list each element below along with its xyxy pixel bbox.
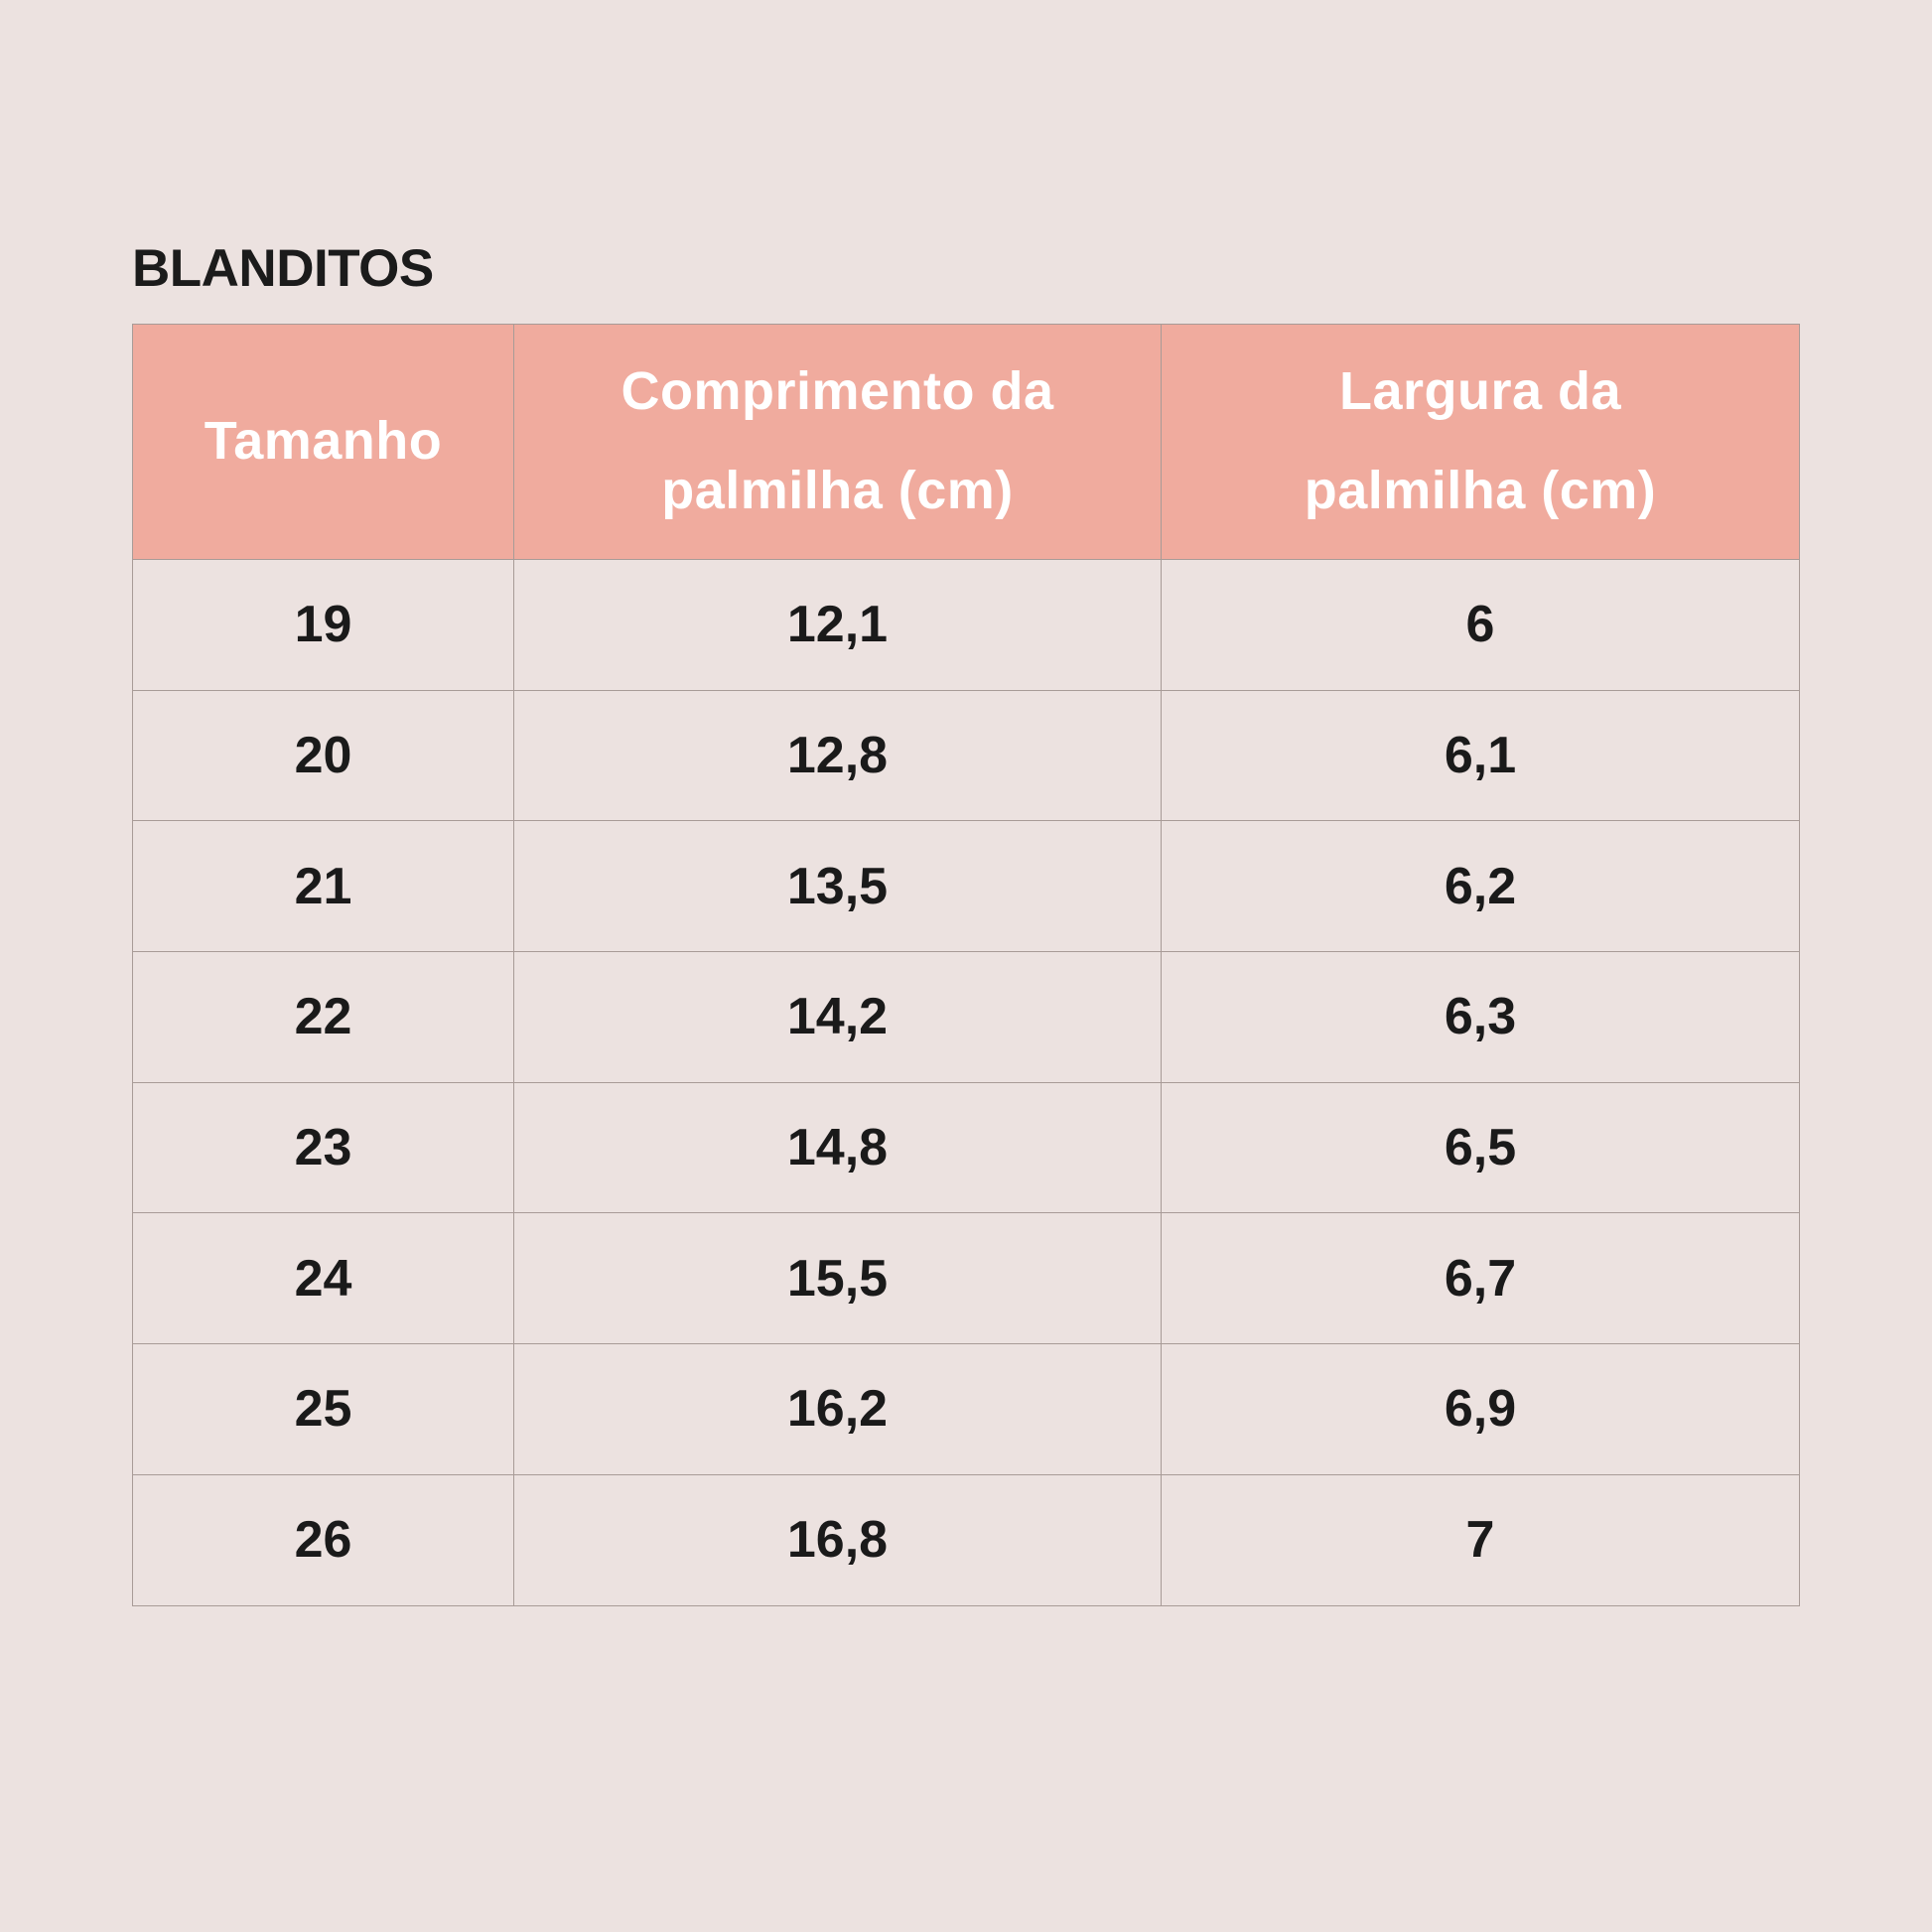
length-cell: 16,8	[513, 1473, 1162, 1606]
width-cell: 6,3	[1161, 951, 1800, 1083]
length-cell: 15,5	[513, 1212, 1162, 1345]
table-row: 19 12,1 6	[132, 559, 1800, 691]
size-cell: 24	[132, 1212, 514, 1345]
column-header-comprimento: Comprimento da palmilha (cm)	[513, 324, 1162, 560]
size-cell: 21	[132, 820, 514, 953]
width-cell: 6,7	[1161, 1212, 1800, 1345]
table-row: 20 12,8 6,1	[132, 689, 1800, 822]
width-cell: 6,2	[1161, 820, 1800, 953]
table-row: 21 13,5 6,2	[132, 820, 1800, 953]
page-title: BLANDITOS	[132, 239, 434, 298]
size-chart-table: Tamanho Comprimento da palmilha (cm) Lar…	[132, 324, 1800, 1606]
length-cell: 16,2	[513, 1343, 1162, 1475]
table-header-row: Tamanho Comprimento da palmilha (cm) Lar…	[132, 324, 1800, 560]
length-cell: 14,8	[513, 1081, 1162, 1214]
column-header-largura: Largura da palmilha (cm)	[1161, 324, 1800, 560]
width-cell: 7	[1161, 1473, 1800, 1606]
length-cell: 13,5	[513, 820, 1162, 953]
size-cell: 20	[132, 689, 514, 822]
size-cell: 25	[132, 1343, 514, 1475]
length-cell: 14,2	[513, 951, 1162, 1083]
column-header-tamanho: Tamanho	[132, 324, 514, 560]
table-row: 23 14,8 6,5	[132, 1081, 1800, 1214]
width-cell: 6	[1161, 559, 1800, 691]
width-cell: 6,5	[1161, 1081, 1800, 1214]
table-row: 26 16,8 7	[132, 1473, 1800, 1606]
size-cell: 26	[132, 1473, 514, 1606]
table-row: 24 15,5 6,7	[132, 1212, 1800, 1345]
length-cell: 12,1	[513, 559, 1162, 691]
size-cell: 19	[132, 559, 514, 691]
size-cell: 23	[132, 1081, 514, 1214]
table-row: 25 16,2 6,9	[132, 1343, 1800, 1475]
length-cell: 12,8	[513, 689, 1162, 822]
size-cell: 22	[132, 951, 514, 1083]
width-cell: 6,1	[1161, 689, 1800, 822]
table-row: 22 14,2 6,3	[132, 951, 1800, 1083]
width-cell: 6,9	[1161, 1343, 1800, 1475]
